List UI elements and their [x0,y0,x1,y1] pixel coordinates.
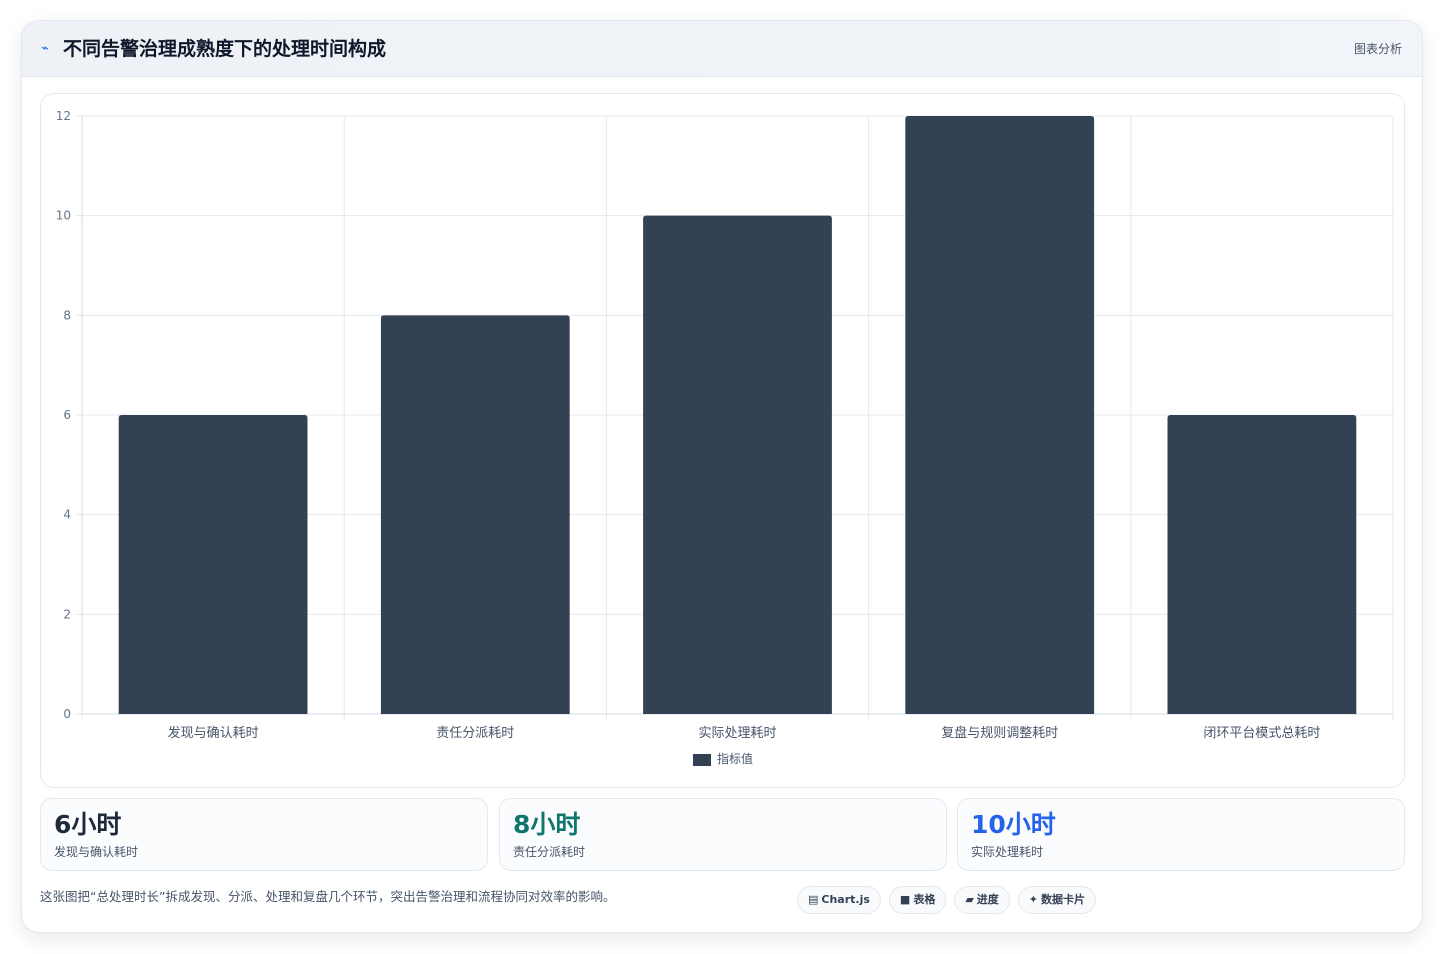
chip-label: 数据卡片 [1041,893,1086,906]
bar-chart: 0 2 4 6 8 10 12 发现与确认耗时 责任分派耗时 实际处理耗时 复盘与规则调整耗时 闭环平… [56,109,1394,766]
chart-spark-icon: ⌁ [41,41,49,56]
chart-footnote: 这张图把“总处理时长”拆成发现、分派、处理和复盘几个环节，突出告警治理和流程协同… [40,889,616,904]
y-tick-label: 4 [63,508,71,522]
x-tick-label: 闭环平台模式总耗时 [1203,726,1320,741]
stat-value: 8小时 [513,810,581,839]
stat-label: 责任分派耗时 [513,845,586,859]
bar [905,116,1095,714]
bar [643,215,832,714]
legend-swatch [693,754,711,766]
x-tick-label: 责任分派耗时 [436,726,514,741]
chip-label: Chart.js [821,893,870,906]
y-tick-label: 12 [56,109,71,123]
chart-icon: ▤ [808,893,819,906]
stat-card-handling: 10小时 实际处理耗时 [957,798,1405,871]
chart-title: 不同告警治理成熟度下的处理时间构成 [63,38,387,60]
x-tick-label: 实际处理耗时 [698,726,776,741]
chart-panel: 0 2 4 6 8 10 12 发现与确认耗时 责任分派耗时 实际处理耗时 复盘与规则调整耗时 闭环平… [40,93,1405,788]
y-tick-label: 0 [63,707,71,721]
progress-icon: ▰ [965,893,974,906]
chip-table[interactable]: ■ 表格 [888,886,947,914]
x-tick-label: 发现与确认耗时 [168,725,259,741]
chip-data-card[interactable]: ✦ 数据卡片 [1017,886,1097,914]
card-icon: ✦ [1028,893,1039,906]
stat-card-assignment: 8小时 责任分派耗时 [499,798,947,871]
bar [118,415,308,714]
stat-value: 6小时 [54,810,122,839]
bar [380,315,570,714]
y-tick-label: 10 [56,209,71,223]
x-tick-label: 复盘与规则调整耗时 [941,725,1058,741]
chip-progress[interactable]: ▰ 进度 [954,886,1010,914]
chip-row: ▤ Chart.js ■ 表格 ▰ 进度 ✦ 数据卡片 [797,886,1097,914]
y-tick-label: 6 [63,408,71,422]
chip-label: 表格 [913,893,936,906]
chip-label: 进度 [976,893,999,906]
stat-label: 发现与确认耗时 [54,845,139,859]
y-tick-label: 2 [63,607,71,621]
bar [1167,415,1357,714]
card-header: ⌁ 不同告警治理成熟度下的处理时间构成 图表分析 [22,21,1422,77]
stat-label: 实际处理耗时 [971,845,1044,859]
table-icon: ■ [899,893,911,906]
stat-value: 10小时 [971,810,1056,839]
y-tick-label: 8 [63,308,71,322]
chart-analysis-tag: 图表分析 [1353,42,1402,56]
chip-chartjs[interactable]: ▤ Chart.js [797,886,881,914]
chart-card: ⌁ 不同告警治理成熟度下的处理时间构成 图表分析 0 2 4 6 8 10 12 发现与确认耗… [21,20,1423,933]
legend-label: 指标值 [717,751,753,766]
stat-card-discovery: 6小时 发现与确认耗时 [40,798,488,871]
